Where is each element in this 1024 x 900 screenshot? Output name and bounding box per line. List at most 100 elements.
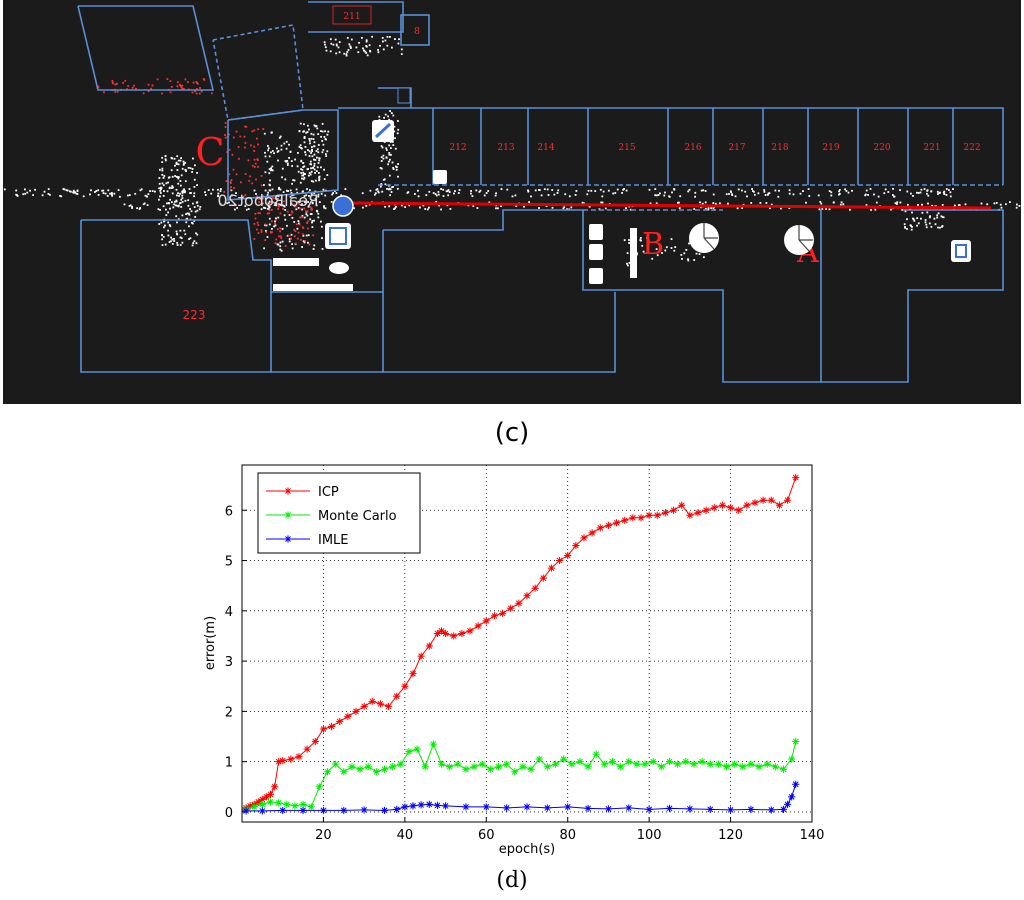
scan-point bbox=[161, 156, 164, 159]
scan-point bbox=[256, 158, 259, 160]
scan-point bbox=[136, 207, 138, 210]
data-point-marker bbox=[592, 750, 600, 758]
scan-point bbox=[196, 172, 198, 174]
scan-point bbox=[185, 170, 187, 172]
scan-point bbox=[851, 189, 853, 192]
room-label: 222 bbox=[963, 143, 980, 153]
scan-point bbox=[154, 190, 156, 193]
data-point-marker bbox=[503, 804, 511, 812]
scan-point bbox=[257, 143, 259, 146]
scan-point bbox=[625, 189, 628, 192]
scan-point bbox=[191, 171, 193, 173]
scan-point bbox=[307, 201, 309, 203]
scan-point bbox=[180, 157, 182, 159]
scan-point bbox=[388, 187, 391, 190]
scan-point bbox=[741, 207, 743, 209]
scan-point bbox=[699, 201, 701, 204]
scan-point bbox=[668, 195, 671, 198]
scan-point bbox=[377, 49, 379, 51]
scan-point bbox=[376, 188, 379, 190]
scan-point bbox=[283, 200, 285, 203]
data-point-marker bbox=[564, 803, 572, 811]
scan-point bbox=[183, 229, 186, 232]
scan-point bbox=[332, 43, 335, 46]
scan-point bbox=[311, 155, 314, 158]
scan-point bbox=[282, 208, 284, 210]
data-point-marker bbox=[710, 504, 718, 512]
scan-point bbox=[158, 177, 161, 179]
scan-point bbox=[188, 238, 190, 240]
data-point-marker bbox=[258, 795, 266, 803]
scan-point bbox=[224, 122, 227, 124]
scan-point bbox=[1016, 203, 1018, 206]
scan-point bbox=[759, 202, 762, 204]
scan-point bbox=[938, 192, 941, 194]
scan-point bbox=[162, 235, 165, 238]
scan-point bbox=[350, 38, 353, 41]
scan-point bbox=[266, 160, 269, 163]
scan-point bbox=[389, 194, 391, 197]
scan-point bbox=[949, 191, 952, 194]
scan-point bbox=[268, 209, 271, 212]
scan-point bbox=[274, 202, 277, 204]
scan-point bbox=[300, 147, 302, 149]
scan-point bbox=[767, 193, 769, 196]
scan-point bbox=[941, 216, 944, 218]
scan-point bbox=[327, 130, 330, 133]
scan-point bbox=[171, 192, 174, 195]
scan-point bbox=[16, 194, 18, 196]
scan-point bbox=[41, 194, 44, 197]
scan-point bbox=[562, 207, 565, 210]
scan-point bbox=[177, 176, 180, 178]
scan-point bbox=[230, 186, 232, 188]
scan-point bbox=[171, 175, 174, 178]
scan-point bbox=[251, 182, 254, 185]
scan-point bbox=[629, 208, 632, 211]
scan-point bbox=[942, 216, 945, 219]
data-point-marker bbox=[788, 755, 796, 763]
scan-point bbox=[177, 159, 180, 162]
data-point-marker bbox=[417, 652, 425, 660]
room-labels: 211 8 212 213 214 215 216 217 218 219 22… bbox=[183, 5, 981, 322]
scan-point bbox=[687, 190, 690, 193]
x-tick-label: 100 bbox=[637, 828, 662, 843]
scan-point bbox=[173, 157, 176, 160]
scan-point bbox=[229, 181, 232, 183]
scan-point bbox=[271, 228, 273, 230]
scan-point bbox=[304, 153, 307, 156]
scan-point bbox=[146, 195, 148, 198]
scan-point bbox=[298, 222, 300, 225]
y-tick-label: 1 bbox=[225, 756, 233, 771]
data-point-marker bbox=[360, 702, 368, 710]
scan-point bbox=[202, 78, 205, 80]
scan-point bbox=[575, 190, 578, 192]
scan-point bbox=[394, 38, 396, 40]
scan-point bbox=[288, 214, 291, 216]
data-point-marker bbox=[283, 800, 291, 809]
scan-point bbox=[75, 192, 78, 195]
scan-point bbox=[913, 219, 916, 222]
scan-point bbox=[188, 188, 191, 190]
data-point-marker bbox=[348, 763, 356, 771]
scan-point bbox=[271, 188, 274, 191]
scan-point bbox=[937, 193, 939, 195]
scan-point bbox=[904, 210, 907, 213]
scan-point bbox=[266, 236, 269, 238]
scan-point bbox=[311, 146, 313, 148]
scan-point bbox=[301, 216, 304, 219]
scan-point bbox=[317, 193, 320, 196]
data-point-marker bbox=[417, 801, 425, 809]
scan-point bbox=[679, 195, 682, 198]
data-point-marker bbox=[364, 763, 372, 771]
scan-point bbox=[331, 193, 334, 196]
scan-point bbox=[329, 50, 332, 53]
data-point-marker bbox=[625, 804, 633, 812]
scan-point bbox=[306, 188, 308, 190]
scan-point bbox=[903, 223, 906, 226]
scan-point bbox=[293, 179, 296, 182]
data-point-marker bbox=[694, 509, 702, 517]
scan-point bbox=[281, 176, 283, 179]
scan-point bbox=[314, 172, 316, 174]
scan-point bbox=[663, 194, 666, 197]
scan-point bbox=[417, 189, 419, 192]
